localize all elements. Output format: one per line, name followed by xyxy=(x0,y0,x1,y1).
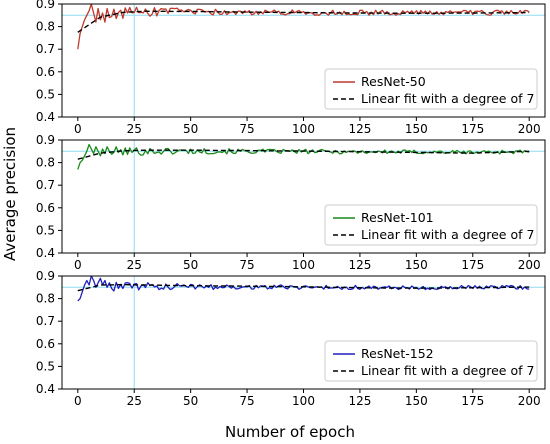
x-tick-label: 75 xyxy=(239,394,254,408)
x-tick-label: 0 xyxy=(74,394,82,408)
y-tick-label: 0.6 xyxy=(36,201,55,215)
x-tick-label: 0 xyxy=(74,122,82,136)
y-tick-label: 0.7 xyxy=(36,314,55,328)
x-tick-label: 200 xyxy=(518,122,541,136)
plot-lines xyxy=(77,276,530,302)
chart-panel-1: 0 25 50 75 100 125 150 175 200 0.4 0.5 0.6 0.7 0.8 0.9… xyxy=(36,0,546,136)
x-tick-label: 200 xyxy=(518,394,541,408)
x-tick-label: 150 xyxy=(405,258,428,272)
y-tick-label: 0.5 xyxy=(36,87,55,101)
fit-line xyxy=(77,10,530,33)
fit-line xyxy=(77,149,530,160)
y-tick-label: 0.9 xyxy=(36,269,55,283)
x-tick-label: 50 xyxy=(183,394,198,408)
x-tick-label: 175 xyxy=(461,258,484,272)
x-tick-label: 125 xyxy=(348,258,371,272)
x-tick-label: 150 xyxy=(405,122,428,136)
y-tick-label: 0.7 xyxy=(36,178,55,192)
chart-panel-3: 0 25 50 75 100 125 150 175 200 0.4 0.5 0.6 0.7 0.8 0.9… xyxy=(36,269,546,408)
legend: ResNet-101 Linear fit with a degree of 7 xyxy=(324,204,538,246)
legend-fit-label: Linear fit with a degree of 7 xyxy=(361,91,534,106)
x-tick-label: 50 xyxy=(183,122,198,136)
y-tick-label: 0.6 xyxy=(36,65,55,79)
x-tick-label: 175 xyxy=(461,394,484,408)
y-tick-label: 0.8 xyxy=(36,292,55,306)
x-tick-label: 0 xyxy=(74,258,82,272)
x-tick-label: 100 xyxy=(292,122,315,136)
y-tick-label: 0.8 xyxy=(36,20,55,34)
x-axis-title: Number of epoch xyxy=(225,423,355,441)
y-tick-label: 0.5 xyxy=(36,223,55,237)
x-tick-label: 150 xyxy=(405,394,428,408)
y-tick-label: 0.6 xyxy=(36,337,55,351)
legend-series-label: ResNet-101 xyxy=(361,210,434,225)
plot-lines xyxy=(77,4,530,50)
legend: ResNet-152 Linear fit with a degree of 7 xyxy=(324,340,538,382)
x-tick-label: 125 xyxy=(348,122,371,136)
fit-line xyxy=(77,283,530,292)
x-tick-label: 50 xyxy=(183,258,198,272)
legend-box xyxy=(324,340,538,382)
legend: ResNet-50 Linear fit with a degree of 7 xyxy=(324,68,538,110)
plot-lines xyxy=(77,143,530,170)
y-tick-label: 0.9 xyxy=(36,0,55,11)
x-tick-label: 75 xyxy=(239,258,254,272)
chart-panel-2: 0 25 50 75 100 125 150 175 200 0.4 0.5 0.6 0.7 0.8 0.9… xyxy=(36,133,546,272)
y-tick-label: 0.4 xyxy=(36,246,55,260)
x-tick-label: 25 xyxy=(127,258,142,272)
x-tick-label: 100 xyxy=(292,394,315,408)
panels: 0 25 50 75 100 125 150 175 200 0.4 0.5 0.6 0.7 0.8 0.9… xyxy=(36,0,546,408)
y-tick-label: 0.9 xyxy=(36,133,55,147)
y-tick-label: 0.4 xyxy=(36,382,55,396)
y-tick-label: 0.8 xyxy=(36,156,55,170)
legend-fit-label: Linear fit with a degree of 7 xyxy=(361,227,534,242)
y-tick-label: 0.7 xyxy=(36,42,55,56)
x-tick-label: 25 xyxy=(127,394,142,408)
y-axis-title: Average precision xyxy=(1,127,19,261)
x-tick-label: 100 xyxy=(292,258,315,272)
x-tick-label: 75 xyxy=(239,122,254,136)
x-tick-label: 175 xyxy=(461,122,484,136)
legend-series-label: ResNet-152 xyxy=(361,346,434,361)
x-tick-label: 125 xyxy=(348,394,371,408)
x-tick-label: 25 xyxy=(127,122,142,136)
y-tick-label: 0.5 xyxy=(36,359,55,373)
legend-box xyxy=(324,204,538,246)
legend-series-label: ResNet-50 xyxy=(361,74,426,89)
legend-box xyxy=(324,68,538,110)
y-tick-label: 0.4 xyxy=(36,110,55,124)
x-tick-label: 200 xyxy=(518,258,541,272)
legend-fit-label: Linear fit with a degree of 7 xyxy=(361,363,534,378)
